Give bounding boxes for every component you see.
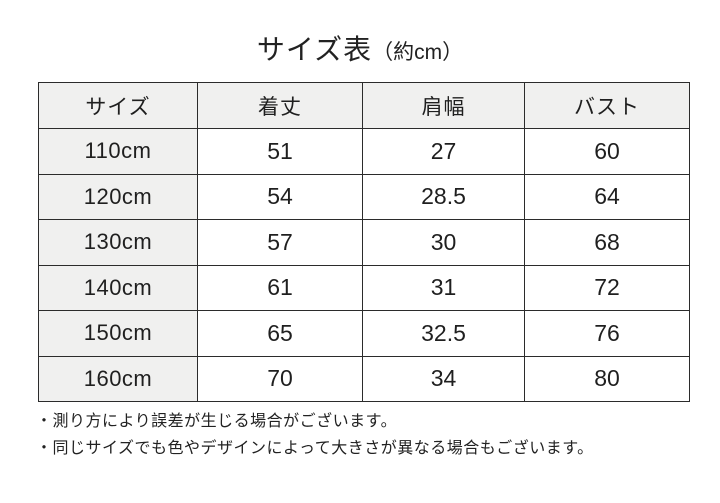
- length-cell: 57: [197, 219, 363, 266]
- size-cell: 140cm: [38, 264, 198, 311]
- footnote-size-variation: ・同じサイズでも色やデザインによって大きさが異なる場合もございます。: [36, 440, 594, 457]
- col-header-shoulder: 肩幅: [362, 82, 525, 129]
- length-cell: 54: [197, 173, 363, 220]
- shoulder-cell: 28.5: [362, 173, 525, 220]
- bust-cell: 76: [524, 310, 690, 357]
- length-cell: 70: [197, 355, 363, 402]
- table-row: 140cm 61 31 72: [38, 264, 690, 311]
- table-row: 110cm 51 27 60: [38, 128, 690, 175]
- col-header-length: 着丈: [197, 82, 363, 129]
- footnotes: ・測り方により誤差が生じる場合がございます。 ・同じサイズでも色やデザインによっ…: [36, 408, 594, 462]
- size-cell: 120cm: [38, 173, 198, 220]
- table-header-row: サイズ 着丈 肩幅 バスト: [38, 82, 690, 129]
- col-header-bust: バスト: [524, 82, 690, 129]
- size-cell: 160cm: [38, 355, 198, 402]
- bust-cell: 64: [524, 173, 690, 220]
- length-cell: 51: [197, 128, 363, 175]
- size-cell: 110cm: [38, 128, 198, 175]
- table-row: 160cm 70 34 80: [38, 355, 690, 402]
- length-cell: 61: [197, 264, 363, 311]
- bust-cell: 72: [524, 264, 690, 311]
- page-title-unit: （約cm）: [372, 41, 464, 64]
- bust-cell: 80: [524, 355, 690, 402]
- shoulder-cell: 32.5: [362, 310, 525, 357]
- size-cell: 130cm: [38, 219, 198, 266]
- page-title: サイズ表（約cm）: [0, 28, 720, 68]
- size-table: サイズ 着丈 肩幅 バスト 110cm 51 27 60 120cm 54 28…: [38, 82, 690, 402]
- table-row: 130cm 57 30 68: [38, 219, 690, 266]
- length-cell: 65: [197, 310, 363, 357]
- shoulder-cell: 34: [362, 355, 525, 402]
- table-row: 150cm 65 32.5 76: [38, 310, 690, 357]
- shoulder-cell: 31: [362, 264, 525, 311]
- size-cell: 150cm: [38, 310, 198, 357]
- col-header-size: サイズ: [38, 82, 198, 129]
- page-title-text: サイズ表: [256, 34, 373, 65]
- bust-cell: 60: [524, 128, 690, 175]
- table-row: 120cm 54 28.5 64: [38, 173, 690, 220]
- shoulder-cell: 27: [362, 128, 525, 175]
- footnote-measurement-tolerance: ・測り方により誤差が生じる場合がございます。: [36, 413, 398, 430]
- shoulder-cell: 30: [362, 219, 525, 266]
- bust-cell: 68: [524, 219, 690, 266]
